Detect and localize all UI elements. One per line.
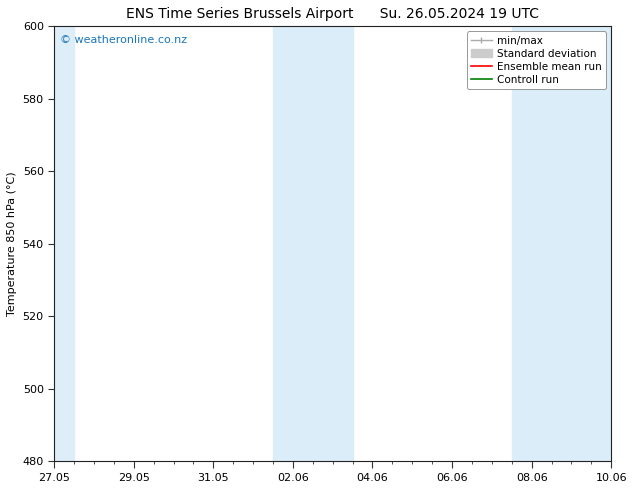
Bar [512,26,611,461]
Bar [54,26,74,461]
Title: ENS Time Series Brussels Airport      Su. 26.05.2024 19 UTC: ENS Time Series Brussels Airport Su. 26.… [126,7,539,21]
Bar [273,26,353,461]
Y-axis label: Temperature 850 hPa (°C): Temperature 850 hPa (°C) [7,172,17,316]
Text: © weatheronline.co.nz: © weatheronline.co.nz [60,35,187,45]
Legend: min/max, Standard deviation, Ensemble mean run, Controll run: min/max, Standard deviation, Ensemble me… [467,31,606,89]
